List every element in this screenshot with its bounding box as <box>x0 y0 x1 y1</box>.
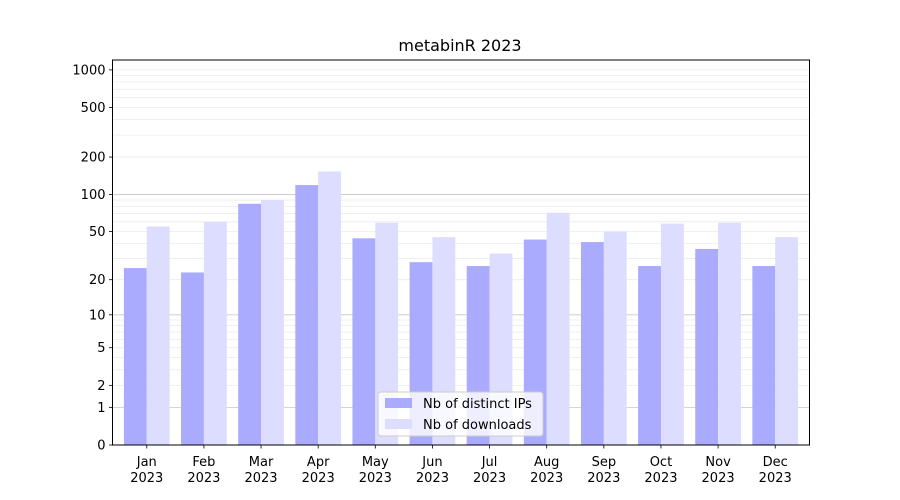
bar-distinct-ips <box>238 203 262 445</box>
x-tick-label-year: 2023 <box>702 471 735 486</box>
x-tick-label-month: Feb <box>192 455 215 470</box>
x-tick-label-month: Jan <box>136 455 157 470</box>
y-tick-label: 20 <box>89 273 106 288</box>
y-tick-label: 5 <box>97 341 105 356</box>
bar-distinct-ips <box>580 242 604 445</box>
x-tick-label-year: 2023 <box>759 471 792 486</box>
x-tick-label-year: 2023 <box>587 471 620 486</box>
x-tick-label-month: Nov <box>705 455 731 470</box>
y-tick-label: 1 <box>97 401 105 416</box>
legend-box <box>377 391 544 437</box>
x-tick-label-year: 2023 <box>302 471 335 486</box>
bar-distinct-ips <box>352 238 376 445</box>
x-tick-label-month: Dec <box>763 455 788 470</box>
y-tick-label: 2 <box>97 379 105 394</box>
bar-downloads <box>203 221 227 445</box>
x-tick-label-month: Apr <box>307 455 330 470</box>
bar-downloads <box>546 212 570 445</box>
x-tick-label-year: 2023 <box>187 471 220 486</box>
y-tick-label: 200 <box>81 151 106 166</box>
y-tick-label: 0 <box>97 439 105 454</box>
bar-distinct-ips <box>295 185 319 445</box>
x-tick-label-month: May <box>362 455 389 470</box>
x-tick-label-month: Oct <box>650 455 672 470</box>
x-tick-label-year: 2023 <box>359 471 392 486</box>
legend-swatch <box>385 398 412 408</box>
bars <box>123 171 799 445</box>
x-axis: Jan2023Feb2023Mar2023Apr2023May2023Jun20… <box>130 445 792 486</box>
chart-title: metabinR 2023 <box>398 36 521 55</box>
bar-distinct-ips <box>752 266 776 445</box>
bar-distinct-ips <box>638 266 661 445</box>
x-tick-label-month: Jun <box>421 455 442 470</box>
x-tick-label-month: Aug <box>534 455 559 470</box>
legend-swatch <box>385 419 412 429</box>
x-tick-label-year: 2023 <box>244 471 277 486</box>
y-tick-label: 500 <box>81 101 106 116</box>
x-tick-label-year: 2023 <box>644 471 677 486</box>
bar-distinct-ips <box>123 268 147 445</box>
plot-frame <box>112 59 810 446</box>
grid <box>112 69 810 408</box>
x-tick-label-year: 2023 <box>130 471 163 486</box>
y-axis: 0 1 2 5 10 20 50 100 200 500 1000 <box>72 63 113 454</box>
legend-label: Nb of downloads <box>423 418 532 433</box>
y-tick-label: 1000 <box>72 63 105 78</box>
x-tick-label-month: Mar <box>249 455 274 470</box>
x-tick-label-month: Sep <box>592 455 617 470</box>
x-tick-label-year: 2023 <box>473 471 506 486</box>
bar-downloads <box>718 222 741 445</box>
y-tick-label: 50 <box>89 225 106 240</box>
bar-distinct-ips <box>181 272 204 445</box>
x-tick-label-year: 2023 <box>416 471 449 486</box>
x-tick-label-month: Jul <box>481 455 498 470</box>
y-tick-label: 100 <box>81 188 106 203</box>
y-tick-label: 10 <box>89 308 106 323</box>
bar-downloads <box>318 171 342 445</box>
legend-label: Nb of distinct IPs <box>423 397 532 412</box>
x-tick-label-year: 2023 <box>530 471 563 486</box>
bar-downloads <box>775 237 799 445</box>
bar-downloads <box>146 226 170 445</box>
bar-downloads <box>375 222 399 445</box>
legend: Nb of distinct IPs Nb of downloads <box>377 391 544 437</box>
bar-downloads <box>261 200 284 445</box>
bar-distinct-ips <box>695 248 719 445</box>
bar-downloads <box>603 231 627 445</box>
bar-downloads <box>660 223 684 445</box>
